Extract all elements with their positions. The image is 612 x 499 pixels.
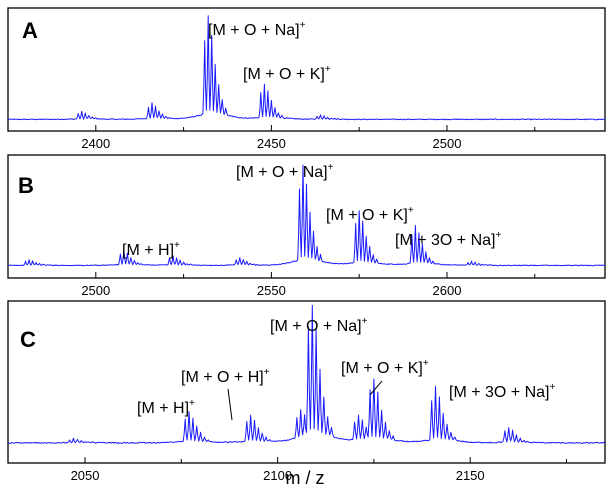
panel-a-label: A bbox=[22, 18, 38, 43]
panel-c-annotation-o-h: [M + O + H]+ bbox=[181, 367, 270, 386]
panel-c-x-tick-label: 2050 bbox=[71, 468, 100, 483]
panel-c-spectrum-line bbox=[7, 304, 606, 444]
ticks-layer: 2400 2450 2500 2500 2550 2600 2050 2100 2150 bbox=[7, 125, 567, 483]
panel-b-x-tick-label: 2600 bbox=[433, 283, 462, 298]
panel-a-annotation-o-k: [M + O + K]+ bbox=[243, 64, 331, 83]
panel-a-x-tick-label: 2500 bbox=[433, 136, 462, 151]
panel-c-label: C bbox=[20, 327, 36, 352]
panel-c-leader-o-h bbox=[227, 388, 233, 421]
panel-c-annotation-o-na: [M + O + Na]+ bbox=[270, 316, 368, 335]
panel-c-annotation-o-k: [M + O + K]+ bbox=[341, 358, 429, 377]
panel-a-x-tick-label: 2400 bbox=[81, 136, 110, 151]
panel-b-annotation-o-k: [M + O + K]+ bbox=[326, 205, 414, 224]
panel-b-x-tick-label: 2500 bbox=[81, 283, 110, 298]
panel-b-annotation-o-na: [M + O + Na]+ bbox=[236, 162, 334, 181]
panel-c-leader-o-k bbox=[369, 380, 383, 396]
panel-b-annotation-3o-na: [M + 3O + Na]+ bbox=[395, 230, 501, 249]
panel-a-x-tick-label: 2450 bbox=[257, 136, 286, 151]
x-axis-label: m / z bbox=[286, 468, 325, 488]
panel-c-frame bbox=[7, 300, 606, 464]
panel-c-annotation-h: [M + H]+ bbox=[137, 398, 195, 417]
panel-a-spectrum-line bbox=[7, 15, 606, 121]
spectra-layer bbox=[7, 15, 606, 444]
panel-a-annotation-o-na: [M + O + Na]+ bbox=[208, 20, 306, 39]
panel-b-label: B bbox=[18, 173, 34, 198]
panel-b-spectrum-line bbox=[7, 164, 606, 267]
panel-b-frame bbox=[7, 154, 606, 279]
panel-b-x-tick-label: 2550 bbox=[257, 283, 286, 298]
panel-c-x-tick-label: 2100 bbox=[263, 468, 292, 483]
panel-b-annotation-h: [M + H]+ bbox=[122, 240, 180, 259]
panel-a-frame bbox=[7, 7, 606, 132]
panel-c-x-tick-label: 2150 bbox=[456, 468, 485, 483]
panel-c-annotation-3o-na: [M + 3O + Na]+ bbox=[449, 382, 555, 401]
